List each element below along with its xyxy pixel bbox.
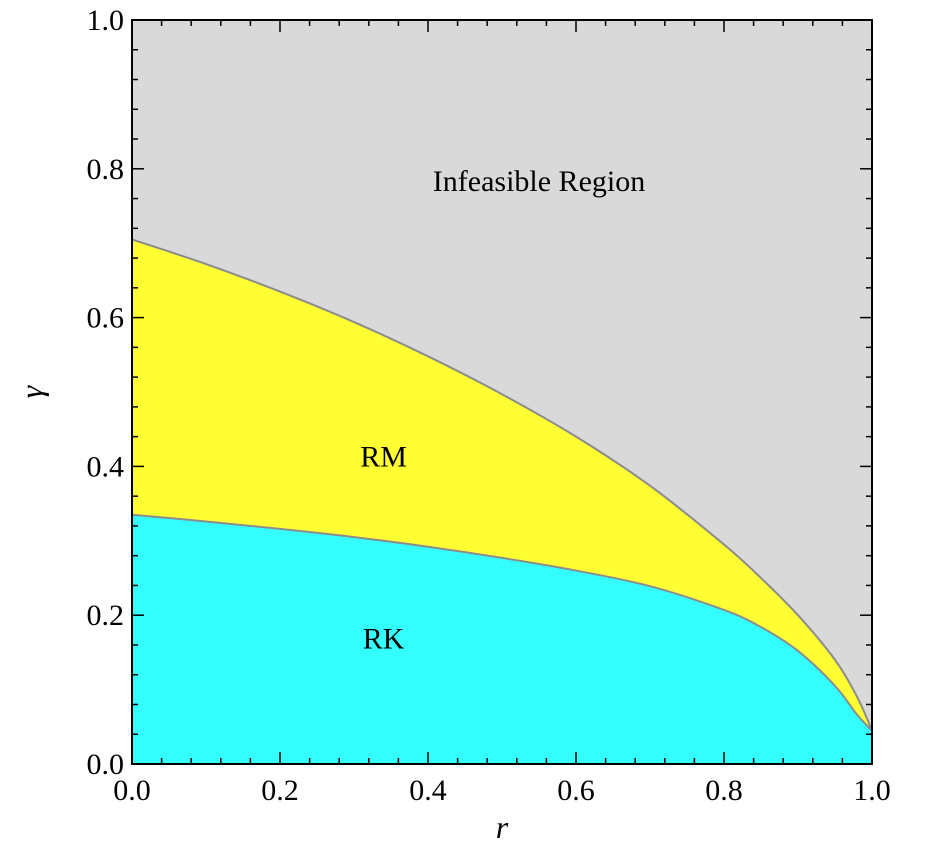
infeasible-region-label: Infeasible Region bbox=[433, 165, 645, 198]
upper-boundary-line bbox=[131, 238, 873, 731]
y-tick-labels: 0.0 0.2 0.4 0.6 0.8 1.0 bbox=[87, 4, 125, 781]
y-tick-label: 0.4 bbox=[87, 450, 125, 483]
y-axis-label: γ bbox=[13, 384, 49, 398]
y-tick-label: 1.0 bbox=[87, 4, 125, 37]
rk-region bbox=[132, 514, 872, 764]
y-tick-label: 0.0 bbox=[87, 748, 125, 781]
x-axis-label: r bbox=[496, 809, 509, 845]
y-tick-label: 0.2 bbox=[87, 599, 125, 632]
x-tick-label: 0.0 bbox=[113, 774, 151, 807]
plot-frame bbox=[131, 19, 873, 765]
rk-region-label: RK bbox=[363, 623, 405, 656]
y-tick-label: 0.6 bbox=[87, 302, 125, 335]
y-tick-label: 0.8 bbox=[87, 153, 125, 186]
x-tick-label: 0.6 bbox=[557, 774, 595, 807]
rm-region-label: RM bbox=[360, 440, 407, 473]
x-tick-label: 1.0 bbox=[853, 774, 891, 807]
region-labels: Infeasible Region RM RK bbox=[360, 165, 645, 656]
x-tick-label: 0.4 bbox=[409, 774, 447, 807]
x-tick-label: 0.2 bbox=[261, 774, 299, 807]
x-tick-labels: 0.0 0.2 0.4 0.6 0.8 1.0 bbox=[113, 774, 891, 807]
lower-boundary-line bbox=[131, 513, 873, 732]
x-tick-label: 0.8 bbox=[705, 774, 743, 807]
